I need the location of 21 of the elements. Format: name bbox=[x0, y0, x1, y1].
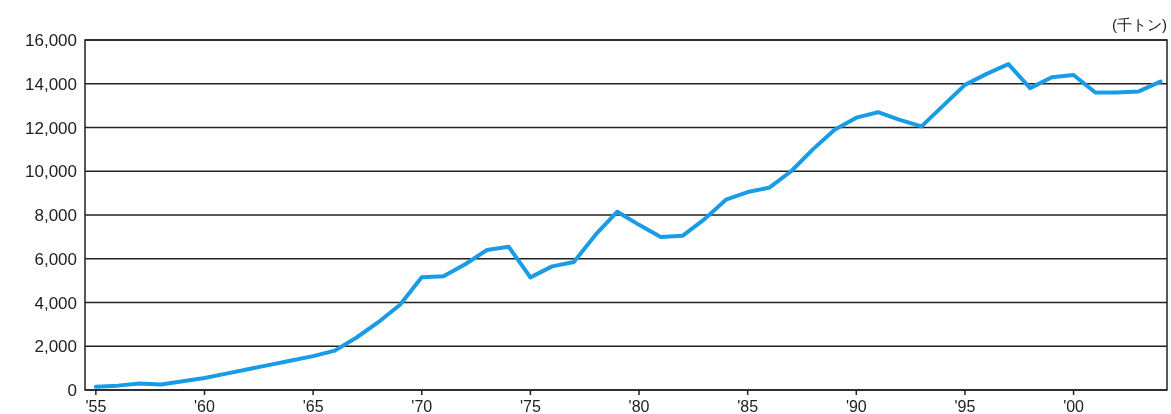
y-axis-title: (千トン) bbox=[1112, 16, 1167, 33]
y-tick-label: 8,000 bbox=[34, 206, 77, 225]
y-tick-label: 16,000 bbox=[25, 31, 77, 50]
x-tick-label: '80 bbox=[628, 398, 650, 414]
y-tick-label: 10,000 bbox=[25, 162, 77, 182]
y-tick-label: 4,000 bbox=[34, 293, 77, 313]
y-tick-label: 2,000 bbox=[34, 337, 77, 357]
x-tick-label: '65 bbox=[302, 398, 324, 414]
y-tick-label: 12,000 bbox=[25, 118, 77, 138]
y-tick-label: 6,000 bbox=[34, 249, 77, 269]
x-tick-label: '95 bbox=[954, 398, 976, 414]
y-tick-label: 14,000 bbox=[25, 74, 77, 94]
x-tick-label: '70 bbox=[411, 398, 433, 414]
x-tick-label: '90 bbox=[845, 398, 867, 414]
x-tick-label: '60 bbox=[194, 398, 216, 414]
line-series bbox=[93, 62, 1163, 389]
y-tick-label: 0 bbox=[67, 381, 77, 400]
x-tick-label: '55 bbox=[85, 398, 107, 414]
x-tick-label: '85 bbox=[737, 398, 759, 414]
x-tick-label: '75 bbox=[519, 398, 541, 414]
x-tick-label: '00 bbox=[1063, 398, 1085, 414]
